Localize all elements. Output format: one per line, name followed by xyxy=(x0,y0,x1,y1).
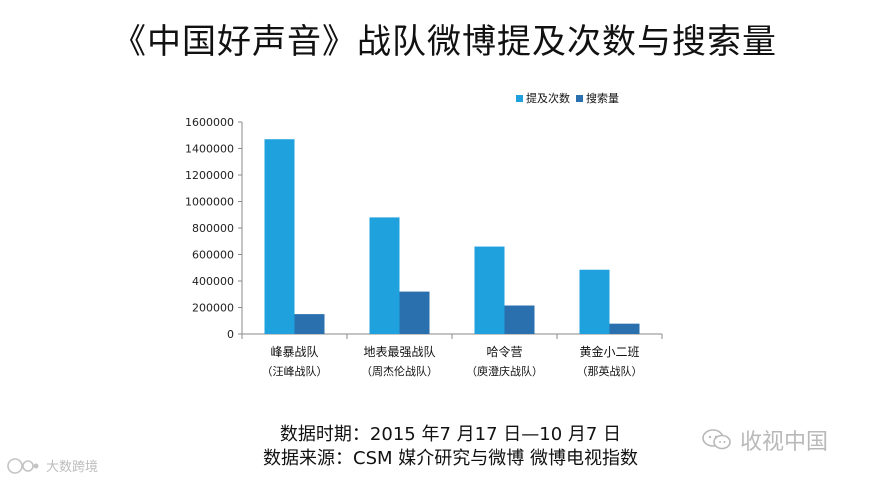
bar-searches xyxy=(609,323,640,334)
legend-swatch xyxy=(576,95,583,102)
y-tick-label: 0 xyxy=(227,328,234,341)
y-tick-label: 800000 xyxy=(192,222,234,235)
bar-searches xyxy=(294,314,325,334)
bar-chart: 0 200000 400000 600000 800000 1000000 1200000 1… xyxy=(185,91,663,378)
wechat-bubble-icon xyxy=(702,429,731,450)
y-tick-label: 400000 xyxy=(192,275,234,288)
bar-mentions xyxy=(474,246,505,334)
data-period-note: 数据时期：2015 年7 月17 日—10 月7 日 xyxy=(279,424,622,445)
x-tick-sublabel: （汪峰战队） xyxy=(262,364,328,378)
x-tick-sublabel: （那英战队） xyxy=(577,364,643,378)
legend-label: 提及次数 xyxy=(526,91,570,105)
y-tick-label: 1400000 xyxy=(185,143,234,156)
brand-logo-icon xyxy=(7,457,39,474)
x-tick-label: 峰暴战队 xyxy=(270,344,318,359)
watermark-right-text: 收视中国 xyxy=(740,430,829,455)
legend-label: 搜索量 xyxy=(586,91,619,105)
page-title: 《中国好声音》战队微博提及次数与搜索量 xyxy=(112,22,777,62)
bar-mentions xyxy=(579,269,610,334)
x-tick-sublabel: （庾澄庆战队） xyxy=(466,364,543,378)
bar-searches xyxy=(399,291,430,334)
watermark-left-text: 大数跨境 xyxy=(46,460,99,475)
data-source-note: 数据来源：CSM 媒介研究与微博 微博电视指数 xyxy=(263,448,638,469)
y-tick-label: 200000 xyxy=(192,302,234,315)
x-tick-label: 哈令营 xyxy=(486,344,522,359)
y-tick-label: 600000 xyxy=(192,249,234,262)
x-tick-sublabel: （周杰伦战队） xyxy=(361,364,438,378)
legend-swatch xyxy=(516,95,523,102)
bar-searches xyxy=(504,305,535,334)
watermark-left: 大数跨境 xyxy=(6,456,98,475)
y-tick-label: 1200000 xyxy=(185,169,234,182)
x-tick-label: 黄金小二班 xyxy=(579,344,639,359)
bar-mentions xyxy=(369,217,400,334)
y-tick-label: 1600000 xyxy=(185,116,234,129)
watermark-right: 收视中国 xyxy=(702,424,828,456)
x-tick-label: 地表最强战队 xyxy=(363,344,435,359)
bar-mentions xyxy=(264,139,295,334)
y-tick-label: 1000000 xyxy=(185,196,234,209)
